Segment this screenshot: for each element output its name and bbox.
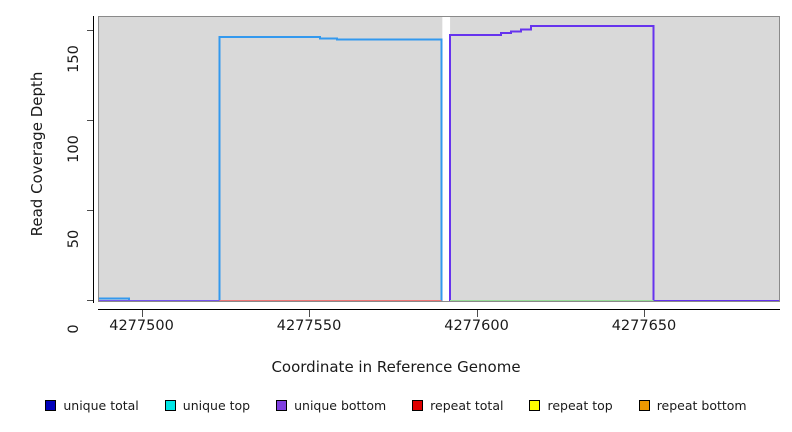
chart-legend: unique total unique top unique bottom repea… (0, 398, 792, 413)
legend-item[interactable]: repeat bottom (638, 398, 747, 413)
x-tick-mark (476, 310, 478, 317)
x-tick-mark (141, 310, 143, 317)
y-tick-label: 150 (66, 45, 82, 74)
legend-swatch-icon (276, 400, 288, 411)
plot-panel (98, 16, 780, 302)
legend-swatch-icon (412, 400, 424, 411)
legend-item-label: unique top (182, 398, 251, 413)
legend-item[interactable]: unique total (45, 398, 139, 413)
legend-item-label: unique bottom (294, 398, 387, 413)
legend-swatch-icon (638, 400, 650, 411)
x-tick-label: 4277550 (276, 318, 342, 334)
legend-swatch-icon (529, 400, 541, 411)
y-axis-title: Read Coverage Depth (28, 71, 46, 237)
series-line-blue-step-left (99, 35, 443, 301)
legend-item-label: unique total (63, 398, 139, 413)
legend-swatch-icon (164, 400, 176, 411)
plot-svg (99, 17, 779, 301)
y-tick-mark (87, 120, 93, 122)
x-tick-label: 4277600 (444, 318, 509, 334)
y-tick-mark (87, 300, 93, 301)
legend-item[interactable]: repeat top (529, 398, 613, 413)
x-tick-label: 4277500 (109, 318, 174, 334)
x-axis-line (98, 309, 780, 310)
legend-item-label: repeat top (547, 398, 613, 413)
y-axis-line (93, 16, 94, 303)
legend-item[interactable]: unique top (164, 398, 251, 413)
legend-item-label: repeat bottom (656, 398, 747, 413)
y-tick-mark (87, 210, 93, 212)
legend-item-label: repeat total (430, 398, 504, 413)
y-tick-mark (87, 30, 93, 32)
legend-item[interactable]: repeat total (412, 398, 503, 413)
series-line-purple-step-right (449, 24, 779, 301)
x-tick-mark (309, 310, 311, 317)
legend-swatch-icon (45, 400, 57, 411)
y-tick-label: 100 (66, 135, 82, 164)
y-tick-label: 50 (66, 229, 82, 249)
x-tick-label: 4277650 (611, 318, 677, 334)
x-tick-mark (644, 310, 645, 317)
no-data-gap (442, 17, 451, 301)
x-axis-title: Coordinate in Reference Genome (271, 358, 521, 376)
legend-item[interactable]: unique bottom (276, 398, 386, 413)
